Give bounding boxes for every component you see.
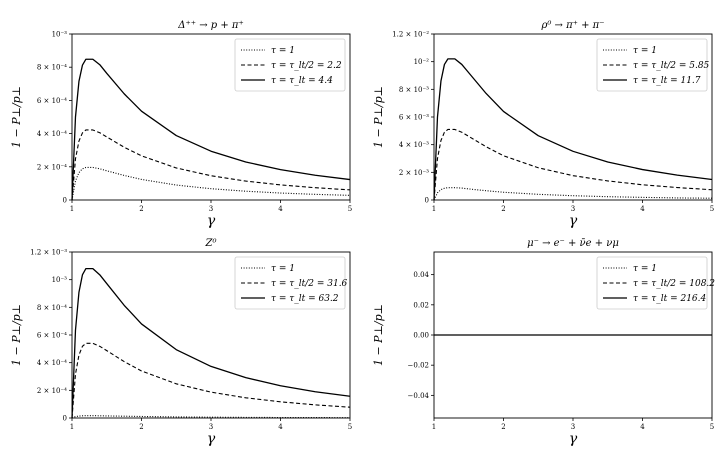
y-tick-label: 4 × 10⁻⁴ xyxy=(37,359,67,367)
legend-label: τ = 1 xyxy=(633,264,657,274)
plot-frame xyxy=(71,33,351,201)
legend-label: τ = τ_lt = 4.4 xyxy=(271,76,333,86)
y-tick-label: 8 × 10⁻⁴ xyxy=(37,304,67,312)
plot-frame xyxy=(433,251,713,419)
y-tick-label: 2 × 10⁻³ xyxy=(399,169,429,177)
x-axis-label: γ xyxy=(569,431,578,447)
y-tick-label: 6 × 10⁻⁴ xyxy=(37,97,67,105)
y-tick-label: 10⁻² xyxy=(414,58,430,66)
legend: τ = 1 τ = τ_lt/2 = 108.2 τ = τ_lt = 216.4 xyxy=(596,256,715,310)
series-line-1 xyxy=(433,187,713,201)
series-line-3 xyxy=(71,58,351,201)
x-tick-label: 5 xyxy=(710,205,714,213)
legend-label: τ = 1 xyxy=(633,46,657,56)
y-tick-label: 2 × 10⁻⁴ xyxy=(37,387,67,395)
chart-title: Z⁰ xyxy=(205,238,217,249)
x-tick-label: 1 xyxy=(70,423,74,431)
y-axis-label: 1 − P⊥/p⊥ xyxy=(372,304,385,366)
y-tick-label: 4 × 10⁻³ xyxy=(399,141,429,149)
legend-label: τ = τ_lt = 216.4 xyxy=(633,294,707,304)
legend-box xyxy=(596,256,708,310)
chart-title: μ⁻ → e⁻ + ν̄e + νμ xyxy=(527,238,619,249)
series-line-2 xyxy=(71,342,351,419)
y-tick-label: −0.02 xyxy=(408,362,429,370)
y-tick-label: 8 × 10⁻⁴ xyxy=(37,64,67,72)
legend-label: τ = τ_lt = 11.7 xyxy=(633,76,701,86)
y-tick-label: 0.02 xyxy=(413,301,429,309)
y-axis-label: 1 − P⊥/p⊥ xyxy=(372,86,385,148)
y-tick-label: 0.04 xyxy=(413,271,429,279)
legend-label: τ = τ_lt/2 = 2.2 xyxy=(271,61,342,71)
x-tick-label: 5 xyxy=(348,205,352,213)
y-tick-label: 0 xyxy=(63,197,67,205)
chart-panel-2: ρ⁰ → π⁺ + π⁻ 1 − P⊥/p⊥ γ 1 2 3 4 5 0 2 × 10⁻³ 4 × … xyxy=(372,20,714,229)
x-tick-label: 1 xyxy=(432,423,436,431)
x-tick-label: 4 xyxy=(278,205,283,213)
chart-title: ρ⁰ → π⁺ + π⁻ xyxy=(540,20,604,31)
x-tick-label: 5 xyxy=(710,423,714,431)
y-tick-label: 2 × 10⁻⁴ xyxy=(37,163,67,171)
series-line-2 xyxy=(71,129,351,201)
chart-panel-4: μ⁻ → e⁻ + ν̄e + νμ 1 − P⊥/p⊥ γ 1 2 3 4 5 −0.04 −0… xyxy=(372,238,715,447)
y-axis-label: 1 − P⊥/p⊥ xyxy=(10,304,23,366)
series-line-2 xyxy=(433,128,713,201)
legend-box xyxy=(234,256,346,310)
y-tick-label: −0.04 xyxy=(408,392,430,400)
legend-label: τ = τ_lt = 63.2 xyxy=(271,294,339,304)
x-axis-label: γ xyxy=(207,431,216,447)
chart-title: Δ⁺⁺ → p + π⁺ xyxy=(177,20,244,31)
y-tick-label: 10⁻³ xyxy=(52,31,68,39)
x-tick-label: 4 xyxy=(640,423,645,431)
x-tick-label: 1 xyxy=(70,205,74,213)
x-axis-label: γ xyxy=(569,213,578,229)
x-tick-label: 4 xyxy=(640,205,645,213)
series-line-3 xyxy=(433,58,713,201)
x-tick-label: 3 xyxy=(209,205,213,213)
x-tick-label: 1 xyxy=(432,205,436,213)
legend-label: τ = τ_lt/2 = 108.2 xyxy=(633,279,715,289)
series-line-3 xyxy=(71,267,351,419)
y-tick-label: 4 × 10⁻⁴ xyxy=(37,130,67,138)
legend: τ = 1 τ = τ_lt/2 = 5.85 τ = τ_lt = 11.7 xyxy=(596,38,710,92)
legend-box xyxy=(234,38,346,92)
legend-label: τ = τ_lt/2 = 5.85 xyxy=(633,61,710,71)
y-tick-label: 8 × 10⁻³ xyxy=(399,86,429,94)
x-tick-label: 2 xyxy=(139,423,143,431)
x-tick-label: 3 xyxy=(571,423,575,431)
y-tick-label: 0.00 xyxy=(413,332,429,340)
series-line-1 xyxy=(71,166,351,201)
y-tick-label: 6 × 10⁻³ xyxy=(399,114,429,122)
legend-box xyxy=(596,38,708,92)
x-tick-label: 2 xyxy=(139,205,143,213)
y-tick-label: 6 × 10⁻⁴ xyxy=(37,332,67,340)
x-tick-label: 5 xyxy=(348,423,352,431)
chart-panel-3: Z⁰ 1 − P⊥/p⊥ γ 1 2 3 4 5 0 2 × 10⁻⁴ 4 × 10⁻⁴ 6 × 10… xyxy=(10,238,352,447)
x-axis-label: γ xyxy=(207,213,216,229)
legend-label: τ = 1 xyxy=(271,264,295,274)
legend-label: τ = τ_lt/2 = 31.6 xyxy=(271,279,348,289)
x-tick-label: 2 xyxy=(501,423,505,431)
plot-frame xyxy=(433,33,713,201)
y-tick-label: 10⁻³ xyxy=(52,276,68,284)
legend-label: τ = 1 xyxy=(271,46,295,56)
plot-frame xyxy=(71,251,351,419)
x-tick-label: 4 xyxy=(278,423,283,431)
y-tick-label: 1.2 × 10⁻² xyxy=(392,31,429,39)
x-tick-label: 3 xyxy=(209,423,213,431)
y-tick-label: 0 xyxy=(63,415,67,423)
y-tick-label: 0 xyxy=(425,197,429,205)
legend: τ = 1 τ = τ_lt/2 = 31.6 τ = τ_lt = 63.2 xyxy=(234,256,348,310)
y-tick-label: 1.2 × 10⁻³ xyxy=(30,249,67,257)
x-tick-label: 3 xyxy=(571,205,575,213)
legend: τ = 1 τ = τ_lt/2 = 2.2 τ = τ_lt = 4.4 xyxy=(234,38,346,92)
x-tick-label: 2 xyxy=(501,205,505,213)
y-axis-label: 1 − P⊥/p⊥ xyxy=(10,86,23,148)
chart-panel-1: Δ⁺⁺ → p + π⁺ 1 − P⊥/p⊥ γ 1 2 3 4 5 0 2 × 10⁻⁴ 4 × … xyxy=(10,20,352,229)
